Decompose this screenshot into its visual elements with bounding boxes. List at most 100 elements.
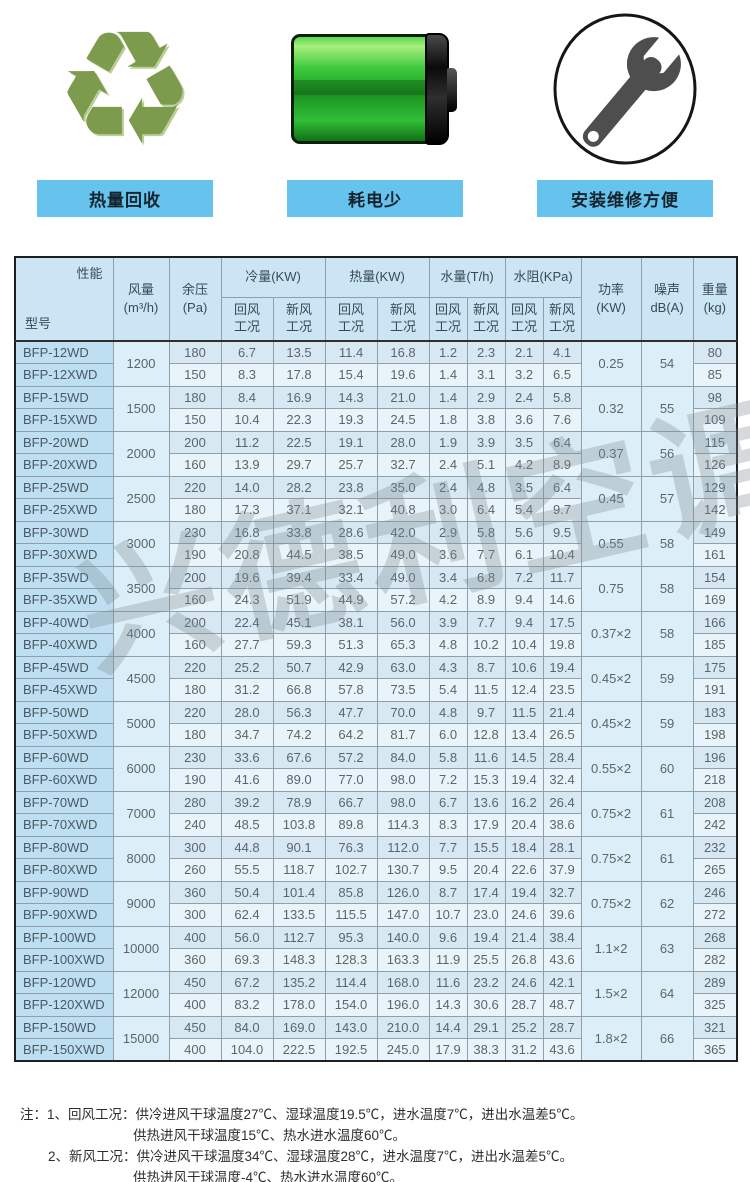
noise-cell: 59 <box>640 700 694 747</box>
weight-cell: 282 <box>692 948 738 972</box>
power-cell: 1.8×2 <box>580 1015 642 1062</box>
spec-cell: 17.9 <box>466 813 506 837</box>
spec-cell: 45.1 <box>272 610 326 634</box>
spec-cell: 6.7 <box>428 790 468 814</box>
spec-cell: 1.4 <box>428 385 468 409</box>
spec-cell: 66.7 <box>324 790 378 814</box>
spec-cell: 220 <box>168 700 222 724</box>
model-cell: BFP-40XWD <box>14 633 114 657</box>
spec-cell: 19.4 <box>504 880 544 904</box>
noise-cell: 54 <box>640 340 694 387</box>
spec-cell: 25.7 <box>324 453 378 477</box>
spec-cell: 6.8 <box>466 565 506 589</box>
model-cell: BFP-25WD <box>14 475 114 499</box>
spec-cell: 11.6 <box>466 745 506 769</box>
spec-cell: 29.7 <box>272 453 326 477</box>
wrench-icon <box>553 13 697 165</box>
spec-cell: 16.2 <box>504 790 544 814</box>
spec-cell: 57.8 <box>324 678 378 702</box>
spec-cell: 89.8 <box>324 813 378 837</box>
spec-cell: 89.0 <box>272 768 326 792</box>
spec-cell: 55.5 <box>220 858 274 882</box>
weight-cell: 191 <box>692 678 738 702</box>
airflow-cell: 4500 <box>112 655 170 702</box>
weight-cell: 268 <box>692 925 738 949</box>
spec-cell: 9.7 <box>466 700 506 724</box>
spec-cell: 220 <box>168 655 222 679</box>
spec-cell: 56.3 <box>272 700 326 724</box>
header-cooling: 冷量(KW) <box>220 256 326 298</box>
spec-cell: 81.7 <box>376 723 430 747</box>
header-weight: 重量 (kg) <box>692 256 738 342</box>
spec-cell: 23.8 <box>324 475 378 499</box>
spec-cell: 20.4 <box>466 858 506 882</box>
spec-cell: 2.1 <box>504 340 544 364</box>
weight-cell: 272 <box>692 903 738 927</box>
spec-cell: 83.2 <box>220 993 274 1017</box>
spec-cell: 38.1 <box>324 610 378 634</box>
noise-cell: 64 <box>640 970 694 1017</box>
model-cell: BFP-150WD <box>14 1015 114 1039</box>
spec-cell: 16.8 <box>376 340 430 364</box>
spec-cell: 245.0 <box>376 1038 430 1062</box>
spec-cell: 21.0 <box>376 385 430 409</box>
spec-cell: 69.3 <box>220 948 274 972</box>
spec-cell: 98.0 <box>376 790 430 814</box>
spec-cell: 133.5 <box>272 903 326 927</box>
model-cell: BFP-120WD <box>14 970 114 994</box>
table-row: BFP-25XWD 180 17.3 37.1 32.1 40.8 3.0 6.4 5.4 9.7… <box>14 498 738 522</box>
spec-cell: 14.3 <box>324 385 378 409</box>
spec-cell: 13.4 <box>504 723 544 747</box>
noise-cell: 56 <box>640 430 694 477</box>
feature-icon-box: ♻ <box>54 4 196 174</box>
spec-cell: 11.4 <box>324 340 378 364</box>
feature-strip: ♻ 热量回收 耗电少 安装维修方便 <box>0 4 750 217</box>
power-cell: 0.75×2 <box>580 835 642 882</box>
spec-cell: 3.4 <box>428 565 468 589</box>
power-cell: 0.37×2 <box>580 610 642 657</box>
weight-cell: 208 <box>692 790 738 814</box>
feature-label-low-power: 耗电少 <box>287 180 463 217</box>
spec-cell: 3.6 <box>504 408 544 432</box>
spec-cell: 19.6 <box>220 565 274 589</box>
weight-cell: 232 <box>692 835 738 859</box>
spec-cell: 3.5 <box>504 430 544 454</box>
weight-cell: 365 <box>692 1038 738 1062</box>
weight-cell: 196 <box>692 745 738 769</box>
feature-icon-box <box>291 4 459 174</box>
spec-cell: 18.4 <box>504 835 544 859</box>
weight-cell: 218 <box>692 768 738 792</box>
spec-cell: 57.2 <box>324 745 378 769</box>
spec-cell: 26.8 <box>504 948 544 972</box>
spec-cell: 16.9 <box>272 385 326 409</box>
spec-cell: 2.3 <box>466 340 506 364</box>
spec-cell: 6.4 <box>466 498 506 522</box>
spec-cell: 28.7 <box>504 993 544 1017</box>
spec-cell: 126.0 <box>376 880 430 904</box>
spec-cell: 180 <box>168 723 222 747</box>
spec-cell: 222.5 <box>272 1038 326 1062</box>
spec-cell: 17.4 <box>466 880 506 904</box>
noise-cell: 55 <box>640 385 694 432</box>
noise-cell: 63 <box>640 925 694 972</box>
weight-cell: 325 <box>692 993 738 1017</box>
spec-cell: 128.3 <box>324 948 378 972</box>
spec-cell: 67.2 <box>220 970 274 994</box>
model-cell: BFP-50WD <box>14 700 114 724</box>
battery-terminal <box>447 68 457 112</box>
spec-cell: 4.3 <box>428 655 468 679</box>
spec-cell: 210.0 <box>376 1015 430 1039</box>
spec-cell: 112.0 <box>376 835 430 859</box>
spec-cell: 39.6 <box>542 903 582 927</box>
battery-cap <box>425 33 449 145</box>
spec-cell: 147.0 <box>376 903 430 927</box>
weight-cell: 185 <box>692 633 738 657</box>
corner-performance-label: 性能 <box>76 266 103 281</box>
spec-cell: 33.4 <box>324 565 378 589</box>
weight-cell: 166 <box>692 610 738 634</box>
table-row: BFP-35XWD 160 24.3 51.9 44.9 57.2 4.2 8.9 9.4 14.… <box>14 588 738 612</box>
spec-cell: 64.2 <box>324 723 378 747</box>
table-row: BFP-100XWD 360 69.3 148.3 128.3 163.3 11.9 25.5… <box>14 948 738 972</box>
spec-cell: 28.6 <box>324 520 378 544</box>
header-airflow: 风量 (m³/h) <box>112 256 170 342</box>
